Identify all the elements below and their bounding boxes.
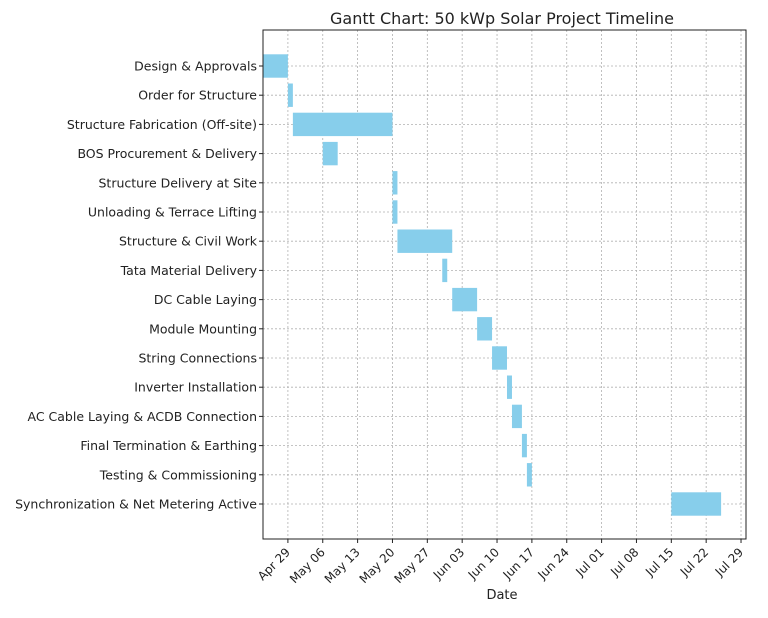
task-bar: [506, 375, 512, 399]
task-bar: [521, 433, 527, 458]
task-bar: [292, 112, 393, 137]
x-tick-label: Jun 24: [534, 545, 571, 582]
x-axis-label: Date: [486, 588, 517, 603]
task-bar: [397, 229, 453, 253]
task-label: DC Cable Laying: [154, 292, 257, 307]
task-label: Structure Delivery at Site: [98, 175, 257, 190]
task-label: Unloading & Terrace Lifting: [88, 205, 257, 220]
task-bar: [492, 346, 507, 370]
bars: [263, 54, 722, 516]
x-tick-label: Jul 08: [607, 545, 641, 579]
x-tick-label: Jul 22: [677, 545, 711, 579]
task-bar: [452, 287, 478, 312]
task-label: Final Termination & Earthing: [80, 438, 257, 453]
task-bar: [287, 83, 293, 107]
x-tick-label: Jul 01: [572, 545, 606, 579]
task-label: Synchronization & Net Metering Active: [15, 497, 257, 512]
task-bar: [263, 54, 288, 78]
task-bar: [322, 141, 338, 166]
x-tick-label: May 13: [322, 545, 363, 586]
x-tick-label: Jun 03: [430, 545, 467, 582]
task-label: Tata Material Delivery: [120, 263, 258, 278]
task-label: Inverter Installation: [134, 380, 257, 395]
task-label: Module Mounting: [149, 321, 257, 336]
task-label: String Connections: [138, 351, 257, 366]
task-label: BOS Procurement & Delivery: [77, 146, 257, 161]
chart-title: Gantt Chart: 50 kWp Solar Project Timeli…: [330, 9, 674, 28]
x-tick-label: Jul 29: [712, 545, 746, 579]
x-tick-label: Jul 15: [642, 545, 676, 579]
x-tick-label: Jun 17: [500, 545, 537, 582]
task-bar: [392, 200, 398, 224]
task-bar: [511, 404, 522, 429]
task-label: Order for Structure: [138, 88, 257, 103]
task-label: Design & Approvals: [134, 59, 257, 74]
task-bar: [477, 317, 493, 341]
task-label: Structure & Civil Work: [119, 234, 258, 249]
task-label: AC Cable Laying & ACDB Connection: [28, 409, 258, 424]
y-axis: Design & Approvals Order for Structure Str…: [15, 59, 263, 512]
task-bar: [442, 258, 448, 283]
grid: [263, 30, 746, 539]
task-bar: [526, 463, 532, 487]
x-tick-label: May 20: [357, 545, 398, 586]
x-tick-label: May 27: [391, 545, 432, 586]
task-bar: [671, 492, 722, 516]
x-tick-label: Jun 10: [465, 545, 502, 582]
x-tick-label: May 06: [287, 545, 328, 586]
plot-frame: [262, 29, 747, 540]
task-label: Structure Fabrication (Off-site): [67, 117, 257, 132]
task-label: Testing & Commissioning: [99, 467, 257, 482]
task-bar: [392, 171, 398, 195]
